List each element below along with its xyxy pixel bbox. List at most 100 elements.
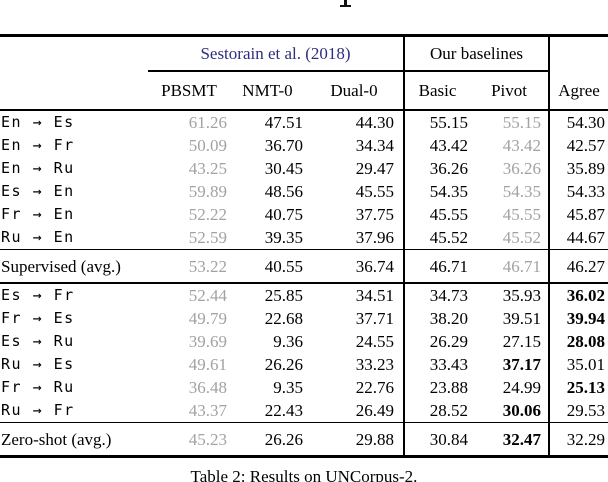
cell-nmt0: 40.75	[264, 205, 303, 224]
table-row: Es → En 59.89 48.56 45.55 54.35 54.35 54.33	[0, 180, 608, 203]
cell-pivot: 36.26	[502, 159, 542, 178]
cell-agree: 29.53	[548, 399, 608, 423]
cell-dual0: 34.51	[355, 286, 395, 305]
row-label: Zero-shot (avg.)	[0, 422, 148, 457]
cell-agree: 44.67	[548, 226, 608, 250]
results-table: Sestorain et al. (2018) Our baselines PB…	[0, 34, 608, 458]
clipped-text-fragment	[340, 0, 352, 8]
cell-agree: 35.01	[548, 353, 608, 376]
cell-nmt0: 47.51	[264, 113, 303, 132]
table-row: Es → Fr 52.44 25.85 34.51 34.73 35.93 36.02	[0, 283, 608, 307]
cell-dual0: 36.74	[305, 249, 405, 284]
cell-basic: 45.55	[403, 203, 471, 226]
row-label: Es → Fr	[1, 286, 75, 304]
cell-dual0: 22.76	[355, 378, 395, 397]
row-label: En → Ru	[1, 159, 75, 177]
row-label: Es → Ru	[1, 332, 75, 350]
cell-pbsmt: 52.59	[188, 228, 227, 247]
cell-dual0: 37.75	[355, 205, 395, 224]
row-label: Es → En	[1, 182, 75, 200]
cell-dual0: 45.55	[355, 182, 395, 201]
group-header-sestorain: Sestorain et al. (2018)	[148, 35, 405, 72]
cell-pivot: 30.06	[502, 401, 542, 420]
cell-agree: 32.29	[548, 422, 608, 457]
cell-nmt0: 40.55	[230, 249, 305, 284]
cell-pbsmt: 49.61	[188, 355, 227, 374]
cell-agree: 42.57	[548, 134, 608, 157]
cell-pivot: 35.93	[502, 286, 542, 305]
cell-nmt0: 30.45	[264, 159, 303, 178]
cell-nmt0: 26.26	[230, 422, 305, 457]
cell-dual0: 29.47	[355, 159, 395, 178]
cell-pivot: 45.55	[502, 205, 542, 224]
cell-pbsmt: 43.25	[188, 159, 227, 178]
cell-pbsmt: 52.22	[188, 205, 227, 224]
cell-nmt0: 25.85	[264, 286, 303, 305]
table-row: Fr → Es 49.79 22.68 37.71 38.20 39.51 39.94	[0, 307, 608, 330]
cell-nmt0: 48.56	[264, 182, 303, 201]
spacer-cell	[0, 36, 148, 72]
cell-dual0: 37.71	[355, 309, 395, 328]
cell-pivot: 43.42	[502, 136, 542, 155]
cell-basic: 33.43	[403, 353, 471, 376]
cell-pivot: 32.47	[470, 422, 550, 457]
cell-pivot: 39.51	[502, 309, 542, 328]
column-header-pivot: Pivot	[470, 71, 550, 111]
cell-dual0: 37.96	[355, 228, 395, 247]
row-label: Ru → Fr	[1, 401, 75, 419]
cell-agree: 45.87	[548, 203, 608, 226]
cell-basic: 46.71	[403, 249, 471, 284]
cell-dual0: 24.55	[355, 332, 395, 351]
cell-nmt0: 26.26	[264, 355, 303, 374]
cell-agree: 54.33	[548, 180, 608, 203]
spacer-cell	[548, 35, 608, 71]
cell-agree: 36.02	[548, 283, 608, 307]
cell-agree: 35.89	[548, 157, 608, 180]
cell-dual0: 44.30	[355, 113, 395, 132]
cell-agree: 39.94	[548, 307, 608, 330]
cell-agree: 54.30	[548, 110, 608, 134]
row-label: Fr → En	[1, 205, 75, 223]
table-row: En → Es 61.26 47.51 44.30 55.15 55.15 54.30	[0, 110, 608, 134]
cell-dual0: 26.49	[355, 401, 395, 420]
row-label: En → Es	[1, 113, 75, 131]
cell-pivot: 27.15	[502, 332, 542, 351]
cell-pivot: 54.35	[502, 182, 542, 201]
table-row: Fr → Ru 36.48 9.35 22.76 23.88 24.99 25.13	[0, 376, 608, 399]
cell-nmt0: 36.70	[264, 136, 303, 155]
group-header-our-baselines: Our baselines	[403, 35, 550, 72]
row-label: Fr → Ru	[1, 378, 75, 396]
cell-basic: 28.52	[403, 399, 471, 423]
group-header-row: Sestorain et al. (2018) Our baselines	[0, 35, 608, 72]
table-row: Zero-shot (avg.) 45.23 26.26 29.88 30.84 32.4…	[0, 422, 608, 457]
column-header-pbsmt: PBSMT	[148, 71, 230, 111]
cell-pbsmt: 49.79	[188, 309, 227, 328]
cell-basic: 43.42	[403, 134, 471, 157]
row-label: Supervised (avg.)	[0, 249, 148, 284]
table-row: Ru → En 52.59 39.35 37.96 45.52 45.52 44.67	[0, 226, 608, 250]
cell-pbsmt: 36.48	[188, 378, 227, 397]
table-row: Fr → En 52.22 40.75 37.75 45.55 45.55 45.87	[0, 203, 608, 226]
cell-basic: 45.52	[403, 226, 471, 250]
cell-agree: 28.08	[548, 330, 608, 353]
cell-nmt0: 22.68	[264, 309, 303, 328]
table-row: Es → Ru 39.69 9.36 24.55 26.29 27.15 28.08	[0, 330, 608, 353]
cell-basic: 38.20	[403, 307, 471, 330]
table-row: En → Ru 43.25 30.45 29.47 36.26 36.26 35.89	[0, 157, 608, 180]
cell-basic: 54.35	[403, 180, 471, 203]
cell-basic: 34.73	[403, 283, 471, 307]
row-label: Ru → Es	[1, 355, 75, 373]
cell-pbsmt: 61.26	[188, 113, 227, 132]
cell-pbsmt: 59.89	[188, 182, 227, 201]
table-caption: Table 2: Results on UNCorpus-2.	[190, 467, 418, 482]
citation-link[interactable]: Sestorain et al. (2018)	[200, 44, 351, 63]
column-header-nmt0: NMT-0	[230, 71, 305, 111]
cell-dual0: 29.88	[305, 422, 405, 457]
cell-pivot: 45.52	[502, 228, 542, 247]
column-header-agree: Agree	[548, 71, 608, 111]
column-header-basic: Basic	[403, 71, 471, 111]
cell-agree: 25.13	[548, 376, 608, 399]
cell-pivot: 46.71	[470, 249, 550, 284]
cell-pbsmt: 39.69	[188, 332, 227, 351]
